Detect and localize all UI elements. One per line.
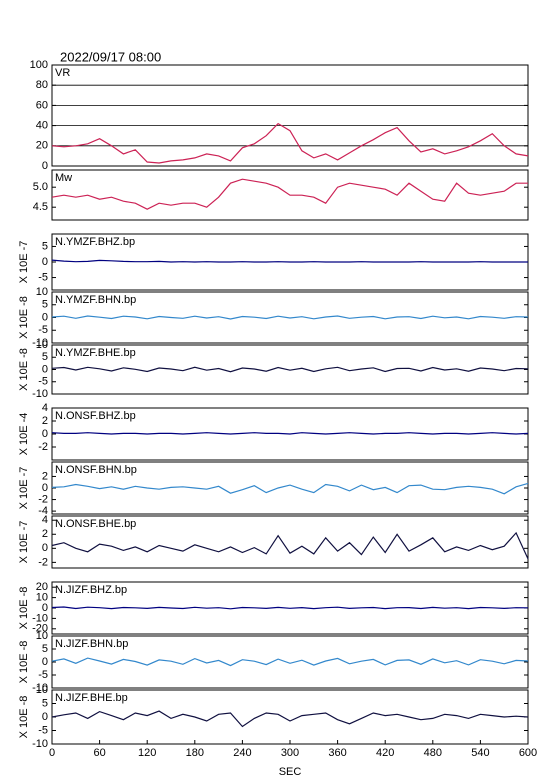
y-tick-label: 0 [42,160,48,172]
x-tick-label: 240 [233,747,251,759]
y-tick-label: -10 [32,682,48,694]
x-tick-label: 600 [519,747,537,759]
y-tick-label: -10 [32,337,48,349]
y-tick-label: -5 [38,376,48,388]
y-tick-label: 5 [42,643,48,655]
y-tick-label: 10 [36,630,48,642]
x-tick-label: 360 [328,747,346,759]
y-tick-label: -10 [32,388,48,400]
y-axis-label: X 10E -8 [18,348,30,391]
panel-title: N.JIZF.BHN.bp [55,638,128,650]
y-tick-label: 2 [42,415,48,427]
y-axis-label: X 10E -7 [18,521,30,564]
panel-title: N.ONSF.BHE.bp [55,518,136,530]
y-tick-label: -10 [32,612,48,624]
panel-title: N.YMZF.BHZ.bp [55,236,135,248]
y-tick-label: 4.5 [33,201,48,213]
y-tick-label: 4 [42,514,48,526]
trace [51,482,529,495]
y-tick-label: -2 [38,493,48,505]
y-tick-label: 0 [42,363,48,375]
trace [51,366,529,373]
y-axis-label: X 10E -8 [18,696,30,739]
y-tick-label: 20 [36,140,48,152]
x-tick-label: 420 [376,747,394,759]
y-tick-label: -20 [32,623,48,635]
panel-title: N.ONSF.BHZ.bp [55,410,136,422]
x-tick-label: 180 [186,747,204,759]
y-tick-label: 5 [42,240,48,252]
y-tick-label: 80 [36,79,48,91]
y-tick-label: 10 [36,684,48,696]
x-tick-label: 540 [471,747,489,759]
y-tick-label: 0 [42,602,48,614]
y-tick-label: -10 [32,738,48,750]
panel-frame [51,169,529,221]
y-tick-label: 5 [42,351,48,363]
y-tick-label: 100 [30,59,48,71]
y-tick-label: 0 [42,428,48,440]
date-title: 2022/09/17 08:00 [60,49,161,64]
y-tick-label: 2 [42,470,48,482]
y-tick-label: -2 [38,556,48,568]
trace [51,178,528,210]
y-tick-label: 20 [36,581,48,593]
trace [51,606,529,610]
trace [51,259,528,263]
y-tick-label: -5 [38,271,48,283]
panel-title: N.YMZF.BHE.bp [55,347,136,359]
y-tick-label: -2 [38,441,48,453]
panel-frame [51,515,529,569]
x-tick-label: 0 [49,747,55,759]
panel-title: N.YMZF.BHN.bp [55,294,136,306]
y-tick-label: 5 [42,697,48,709]
x-tick-label: 300 [281,747,299,759]
y-tick-label: 10 [36,286,48,298]
y-tick-label: -5 [38,324,48,336]
trace [51,657,529,667]
panel-title: N.ONSF.BHN.bp [55,464,137,476]
y-tick-label: 0 [42,256,48,268]
trace [51,122,529,164]
y-tick-label: 10 [36,592,48,604]
y-tick-label: 0 [42,311,48,323]
panel-title: Mw [55,172,72,184]
x-axis-label: SEC [279,766,302,778]
y-tick-label: 40 [36,120,48,132]
panel-title: N.JIZF.BHE.bp [55,692,128,704]
trace [51,315,529,320]
y-tick-label: 5 [42,299,48,311]
y-tick-label: 5.0 [33,181,48,193]
y-axis-label: X 10E -8 [18,587,30,630]
trace [51,710,529,728]
y-tick-label: 60 [36,99,48,111]
trace [51,432,529,435]
y-axis-label: X 10E -8 [18,296,30,339]
y-axis-label: X 10E -7 [18,467,30,510]
y-axis-label: X 10E -8 [18,641,30,684]
y-tick-label: 10 [36,339,48,351]
x-tick-label: 480 [424,747,442,759]
trace [51,531,529,560]
x-tick-label: 60 [93,747,105,759]
y-tick-label: -5 [38,669,48,681]
y-tick-label: 0 [42,656,48,668]
y-axis-label: X 10E -7 [18,241,30,284]
panel-title: VR [55,67,70,79]
x-tick-label: 120 [138,747,156,759]
y-tick-label: -5 [38,724,48,736]
y-tick-label: 4 [42,402,48,414]
y-tick-label: 0 [42,482,48,494]
panel-title: N.JIZF.BHZ.bp [55,584,127,596]
y-tick-label: 2 [42,528,48,540]
y-tick-label: 0 [42,711,48,723]
y-axis-label: X 10E -4 [18,413,30,456]
y-tick-label: -4 [38,505,48,517]
y-tick-label: 0 [42,542,48,554]
